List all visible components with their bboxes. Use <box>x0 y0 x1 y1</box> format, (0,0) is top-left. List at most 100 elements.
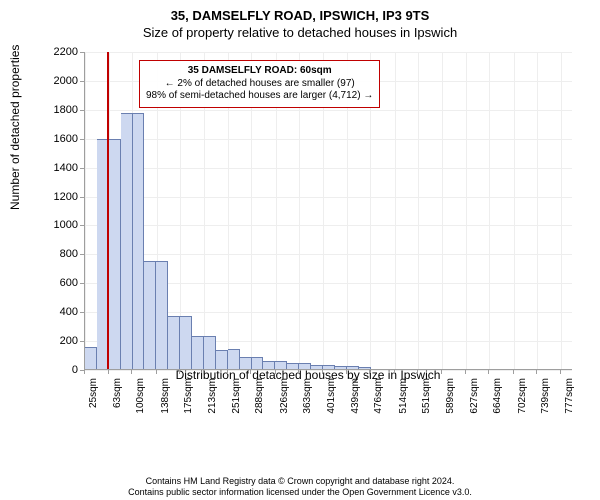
histogram-bar <box>121 113 133 369</box>
histogram-bar <box>180 316 192 369</box>
gridline-h <box>85 225 572 226</box>
xtick-mark <box>227 370 228 374</box>
xtick-label: 175sqm <box>183 378 194 422</box>
ytick-label: 400 <box>38 306 78 318</box>
xtick-label: 288sqm <box>254 378 265 422</box>
ytick-label: 1800 <box>38 104 78 116</box>
xtick-mark <box>203 370 204 374</box>
gridline-v <box>489 52 490 369</box>
ytick-label: 200 <box>38 335 78 347</box>
xtick-mark <box>131 370 132 374</box>
xtick-mark <box>179 370 180 374</box>
xtick-label: 514sqm <box>398 378 409 422</box>
xtick-mark <box>108 370 109 374</box>
ytick-label: 2200 <box>38 46 78 58</box>
ytick-label: 800 <box>38 248 78 260</box>
ytick-mark <box>80 110 84 111</box>
xtick-label: 439sqm <box>350 378 361 422</box>
ytick-mark <box>80 254 84 255</box>
annotation-line-2: ← 2% of detached houses are smaller (97) <box>146 78 373 91</box>
histogram-bar <box>168 316 180 369</box>
histogram-bar <box>144 261 156 369</box>
ytick-label: 2000 <box>38 75 78 87</box>
gridline-v <box>85 52 86 369</box>
histogram-bar <box>156 261 168 369</box>
annotation-line-1: 35 DAMSELFLY ROAD: 60sqm <box>146 65 373 78</box>
ytick-label: 1600 <box>38 133 78 145</box>
ytick-mark <box>80 81 84 82</box>
page-subtitle: Size of property relative to detached ho… <box>0 23 600 44</box>
annotation-box: 35 DAMSELFLY ROAD: 60sqm← 2% of detached… <box>139 60 380 108</box>
histogram-bar <box>109 139 121 369</box>
y-axis-label: Number of detached properties <box>8 45 22 210</box>
xtick-mark <box>298 370 299 374</box>
xtick-mark <box>394 370 395 374</box>
xtick-label: 25sqm <box>88 378 99 422</box>
gridline-h <box>85 110 572 111</box>
chart-container: 35 DAMSELFLY ROAD: 60sqm← 2% of detached… <box>38 48 578 418</box>
xtick-mark <box>275 370 276 374</box>
xtick-label: 326sqm <box>279 378 290 422</box>
xtick-label: 63sqm <box>112 378 123 422</box>
xtick-label: 589sqm <box>445 378 456 422</box>
xtick-label: 739sqm <box>540 378 551 422</box>
histogram-bar <box>192 336 204 369</box>
xtick-mark <box>417 370 418 374</box>
xtick-label: 251sqm <box>231 378 242 422</box>
xtick-mark <box>465 370 466 374</box>
xtick-label: 664sqm <box>492 378 503 422</box>
footer-line-1: Contains HM Land Registry data © Crown c… <box>0 476 600 487</box>
ytick-mark <box>80 168 84 169</box>
xtick-mark <box>488 370 489 374</box>
xtick-mark <box>346 370 347 374</box>
ytick-label: 1400 <box>38 162 78 174</box>
histogram-bar <box>216 350 228 370</box>
ytick-mark <box>80 225 84 226</box>
xtick-label: 363sqm <box>302 378 313 422</box>
plot-area: 35 DAMSELFLY ROAD: 60sqm← 2% of detached… <box>84 52 572 370</box>
ytick-mark <box>80 52 84 53</box>
annotation-line-3: 98% of semi-detached houses are larger (… <box>146 90 373 103</box>
histogram-bar <box>204 336 216 369</box>
xtick-mark <box>441 370 442 374</box>
page-title: 35, DAMSELFLY ROAD, IPSWICH, IP3 9TS <box>0 0 600 23</box>
marker-line <box>107 52 109 369</box>
footer-line-2: Contains public sector information licen… <box>0 487 600 498</box>
xtick-mark <box>156 370 157 374</box>
gridline-h <box>85 139 572 140</box>
gridline-v <box>514 52 515 369</box>
ytick-label: 0 <box>38 364 78 376</box>
xtick-label: 627sqm <box>469 378 480 422</box>
xtick-mark <box>250 370 251 374</box>
xtick-label: 213sqm <box>207 378 218 422</box>
xtick-label: 476sqm <box>373 378 384 422</box>
gridline-v <box>395 52 396 369</box>
xtick-mark <box>536 370 537 374</box>
xtick-label: 551sqm <box>421 378 432 422</box>
ytick-mark <box>80 341 84 342</box>
gridline-v <box>466 52 467 369</box>
gridline-h <box>85 168 572 169</box>
ytick-label: 600 <box>38 277 78 289</box>
xtick-mark <box>513 370 514 374</box>
xtick-label: 138sqm <box>160 378 171 422</box>
gridline-v <box>418 52 419 369</box>
gridline-h <box>85 197 572 198</box>
xtick-mark <box>84 370 85 374</box>
ytick-mark <box>80 197 84 198</box>
gridline-v <box>561 52 562 369</box>
ytick-mark <box>80 312 84 313</box>
ytick-mark <box>80 283 84 284</box>
histogram-bar <box>228 349 240 369</box>
xtick-mark <box>322 370 323 374</box>
ytick-label: 1200 <box>38 191 78 203</box>
xtick-label: 401sqm <box>326 378 337 422</box>
histogram-bar <box>85 347 97 369</box>
gridline-v <box>537 52 538 369</box>
xtick-mark <box>560 370 561 374</box>
ytick-mark <box>80 139 84 140</box>
xtick-label: 702sqm <box>517 378 528 422</box>
gridline-v <box>442 52 443 369</box>
ytick-label: 1000 <box>38 219 78 231</box>
xtick-label: 777sqm <box>564 378 575 422</box>
